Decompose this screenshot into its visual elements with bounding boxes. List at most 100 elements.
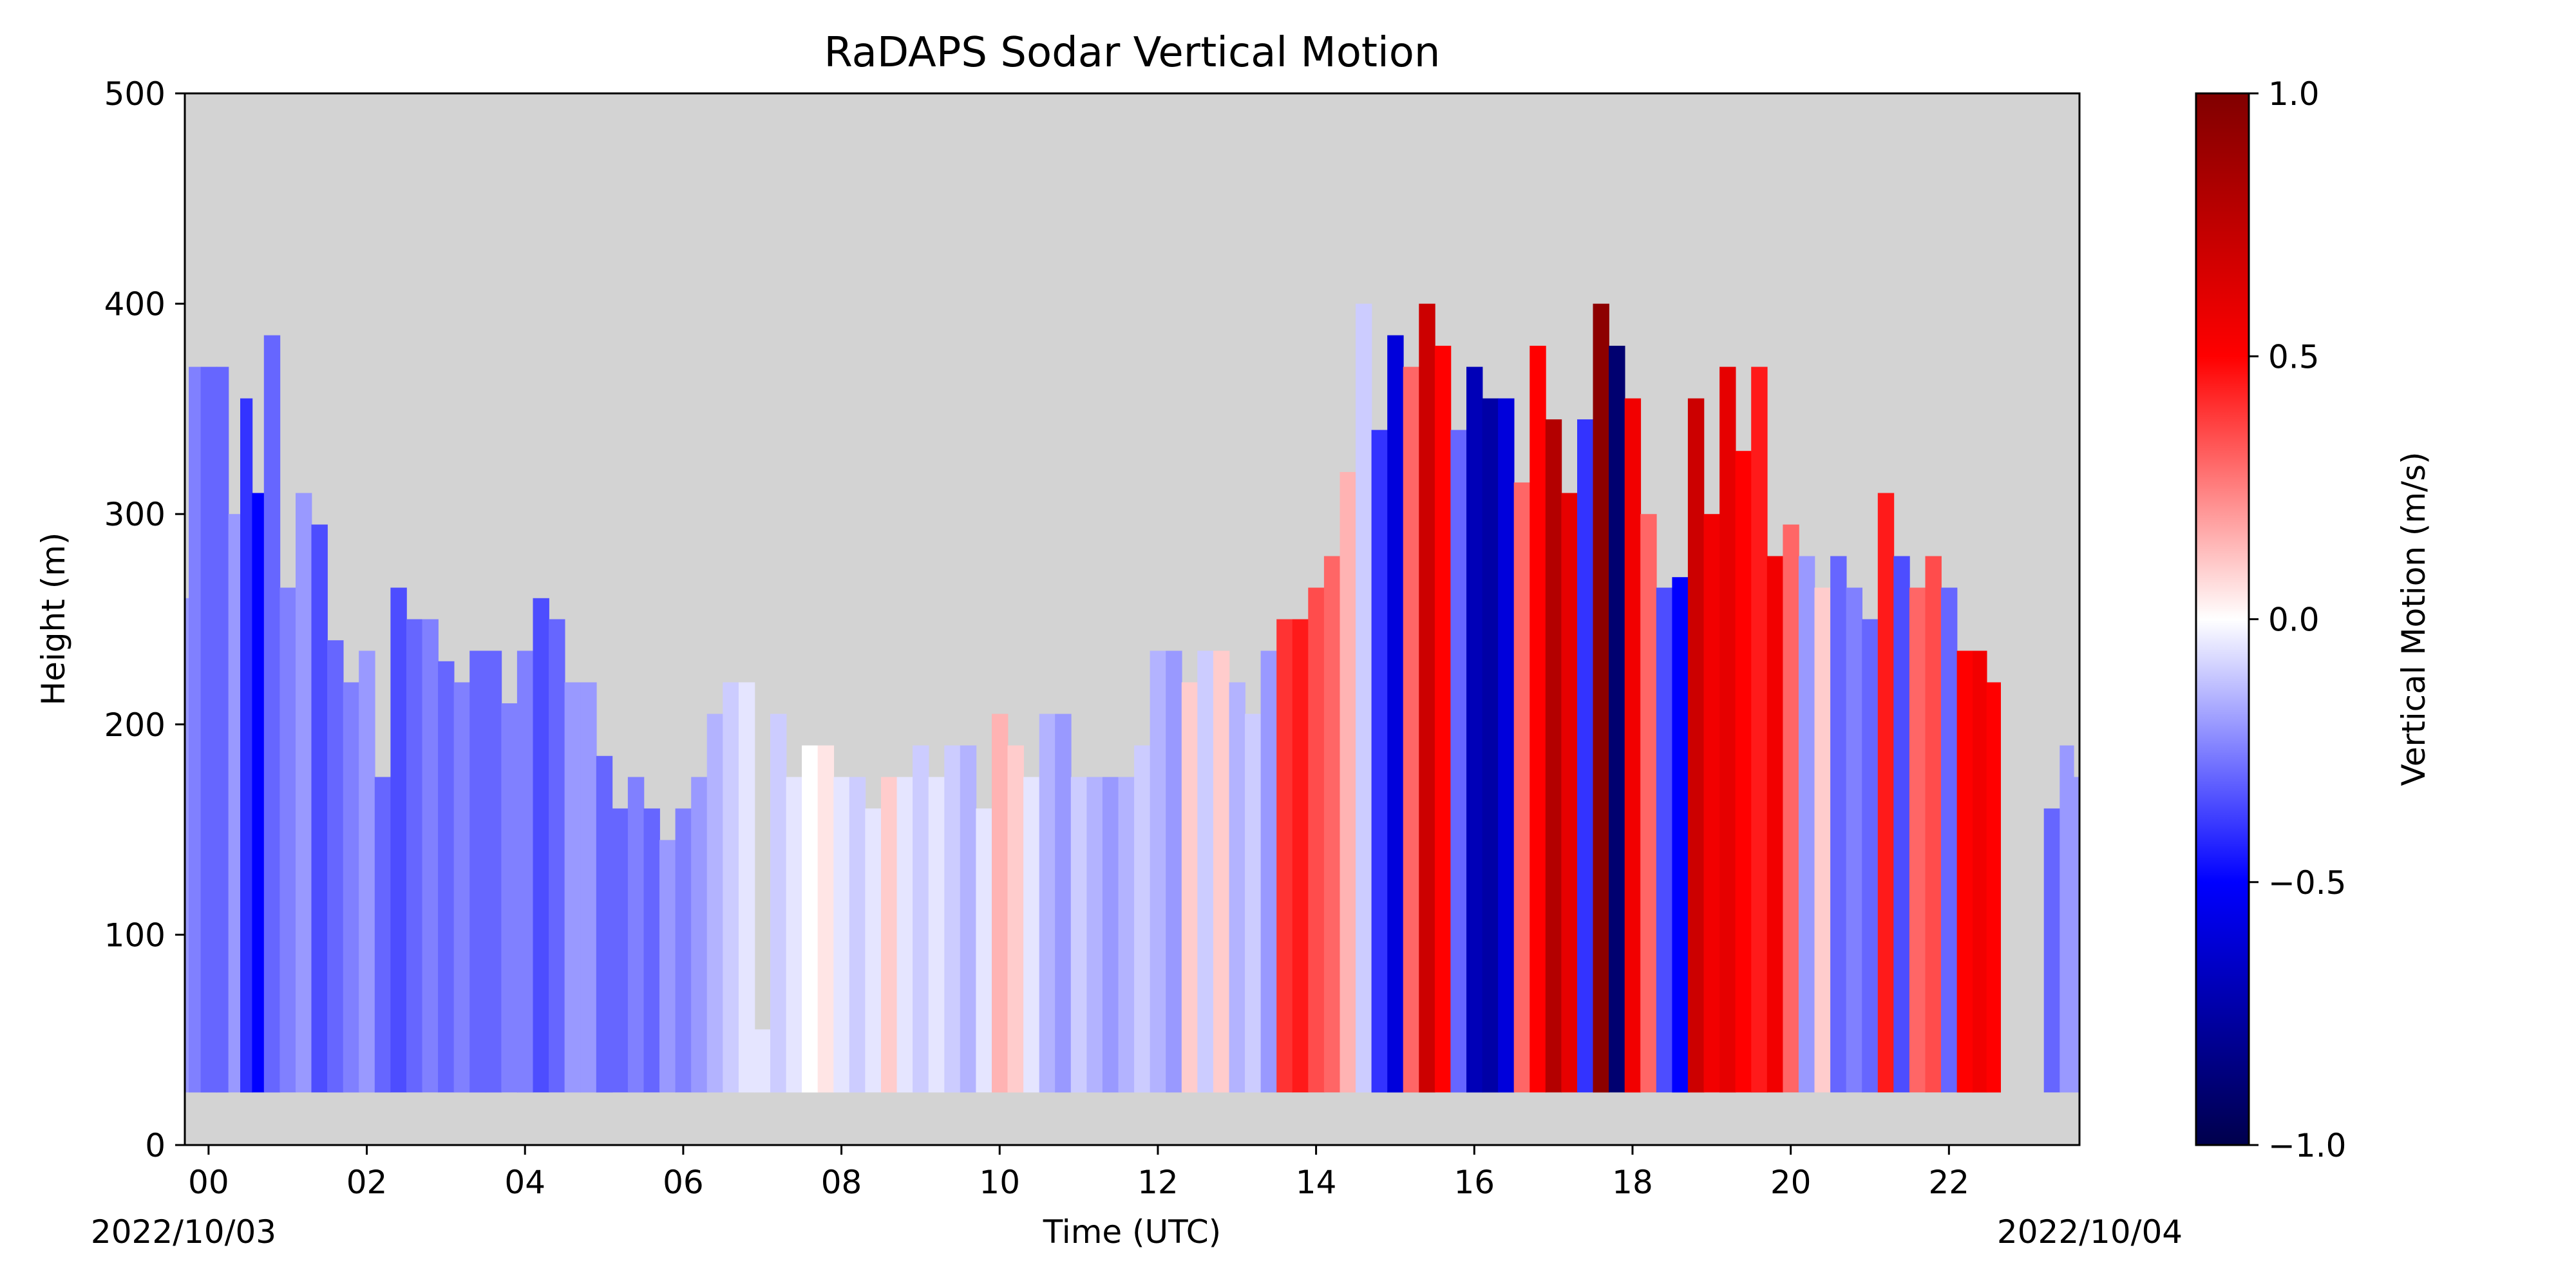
heatmap-column — [1862, 619, 1879, 1093]
x-tick-label: 10 — [979, 1164, 1020, 1201]
x-tick-label: 02 — [346, 1164, 388, 1201]
heatmap-column — [1403, 366, 1420, 1093]
heatmap-column — [1640, 514, 1657, 1093]
heatmap-column — [896, 777, 913, 1093]
heatmap-column — [1213, 650, 1230, 1093]
heatmap-column — [627, 777, 645, 1093]
x-tick-label: 14 — [1296, 1164, 1337, 1201]
heatmap-column — [643, 808, 660, 1093]
heatmap-column — [992, 714, 1009, 1093]
heatmap-column — [1530, 345, 1546, 1093]
heatmap-column — [216, 366, 229, 1093]
heatmap-column — [359, 650, 375, 1093]
heatmap-column — [1877, 493, 1895, 1093]
heatmap-column — [1561, 493, 1578, 1093]
heatmap-column — [1609, 345, 1625, 1093]
heatmap-column — [189, 366, 202, 1093]
x-tick-label: 12 — [1137, 1164, 1179, 1201]
heatmap-column — [279, 587, 296, 1093]
heatmap-column — [2060, 745, 2074, 1093]
heatmap-column — [770, 714, 787, 1093]
heatmap-column — [1751, 366, 1768, 1093]
colorbar-tick-label: 1.0 — [2268, 75, 2320, 113]
heatmap-column — [833, 777, 850, 1093]
heatmap-column — [1102, 777, 1119, 1093]
heatmap-column — [1260, 650, 1277, 1093]
y-tick-label: 400 — [104, 286, 166, 323]
chart-title: RaDAPS Sodar Vertical Motion — [824, 29, 1441, 77]
heatmap-column — [1308, 587, 1325, 1093]
heatmap-column — [1340, 471, 1356, 1093]
date-end-label: 2022/10/04 — [1997, 1213, 2183, 1251]
heatmap-column — [1150, 650, 1166, 1093]
x-axis-label: Time (UTC) — [1043, 1213, 1221, 1251]
x-tick-label: 06 — [663, 1164, 704, 1201]
heatmap-column — [469, 650, 486, 1093]
colorbar-label: Vertical Motion (m/s) — [2395, 451, 2432, 786]
y-tick-label: 300 — [104, 496, 166, 533]
heatmap-column — [240, 398, 253, 1093]
heatmap-column — [1276, 619, 1293, 1093]
heatmap-column — [675, 808, 692, 1093]
colorbar-tick-label: −0.5 — [2268, 864, 2346, 902]
heatmap-column — [580, 682, 597, 1093]
heatmap-column — [453, 682, 471, 1093]
heatmap-column — [1941, 587, 1958, 1093]
x-tick-label: 20 — [1770, 1164, 1812, 1201]
heatmap-column — [1086, 777, 1103, 1093]
heatmap-column — [2073, 777, 2079, 1093]
heatmap-column — [1245, 714, 1262, 1093]
heatmap-column — [311, 524, 328, 1093]
heatmap-column — [786, 777, 802, 1093]
x-tick-label: 08 — [821, 1164, 862, 1201]
heatmap-column — [1766, 556, 1784, 1093]
colorbar: 1.0 0.5 0.0 −0.5 −1.0 Vertical Motion (m/s) — [2195, 75, 2432, 1164]
heatmap-column — [754, 1029, 771, 1093]
heatmap-column — [252, 493, 265, 1093]
heatmap-column — [691, 777, 708, 1093]
heatmap-column — [881, 777, 898, 1093]
heatmap-column — [596, 755, 613, 1093]
y-tick-label: 200 — [104, 706, 166, 744]
colorbar-ticks: 1.0 0.5 0.0 −0.5 −1.0 — [2249, 75, 2346, 1164]
heatmap-column — [1986, 682, 2001, 1093]
heatmap-column — [1593, 303, 1609, 1093]
x-tick-label: 16 — [1454, 1164, 1495, 1201]
heatmap-column — [659, 840, 676, 1093]
heatmap-column — [1956, 650, 1973, 1093]
heatmap-column — [1814, 587, 1831, 1093]
heatmap-column — [1909, 587, 1926, 1093]
y-tick-label: 500 — [104, 75, 166, 113]
heatmap-column — [374, 777, 392, 1093]
heatmap-column — [1735, 451, 1752, 1093]
heatmap-column — [343, 682, 360, 1093]
heatmap-column — [1513, 482, 1531, 1093]
heatmap-column — [1830, 556, 1847, 1093]
vertical-motion-heatmap — [185, 303, 2079, 1093]
heatmap-column — [2043, 808, 2061, 1093]
heatmap-column — [960, 745, 977, 1093]
x-tick-label: 00 — [188, 1164, 229, 1201]
heatmap-column — [1482, 398, 1499, 1093]
heatmap-column — [1925, 556, 1942, 1093]
heatmap-column — [406, 619, 423, 1093]
heatmap-column — [1292, 619, 1309, 1093]
heatmap-column — [1434, 345, 1452, 1093]
heatmap-column — [1007, 745, 1024, 1093]
heatmap-column — [564, 682, 581, 1093]
heatmap-column — [549, 619, 565, 1093]
heatmap-column — [1672, 577, 1689, 1093]
heatmap-column — [1118, 777, 1135, 1093]
heatmap-column — [1466, 366, 1483, 1093]
heatmap-column — [1703, 514, 1720, 1093]
heatmap-column — [1039, 714, 1056, 1093]
plot-frame — [184, 92, 2081, 1146]
heatmap-column — [1323, 556, 1341, 1093]
heatmap-column — [612, 808, 629, 1093]
heatmap-column — [723, 682, 739, 1093]
heatmap-column — [817, 745, 835, 1093]
heatmap-column — [1134, 745, 1151, 1093]
heatmap-column — [1387, 335, 1404, 1093]
y-axis: 0 100 200 300 400 500 — [104, 75, 185, 1164]
